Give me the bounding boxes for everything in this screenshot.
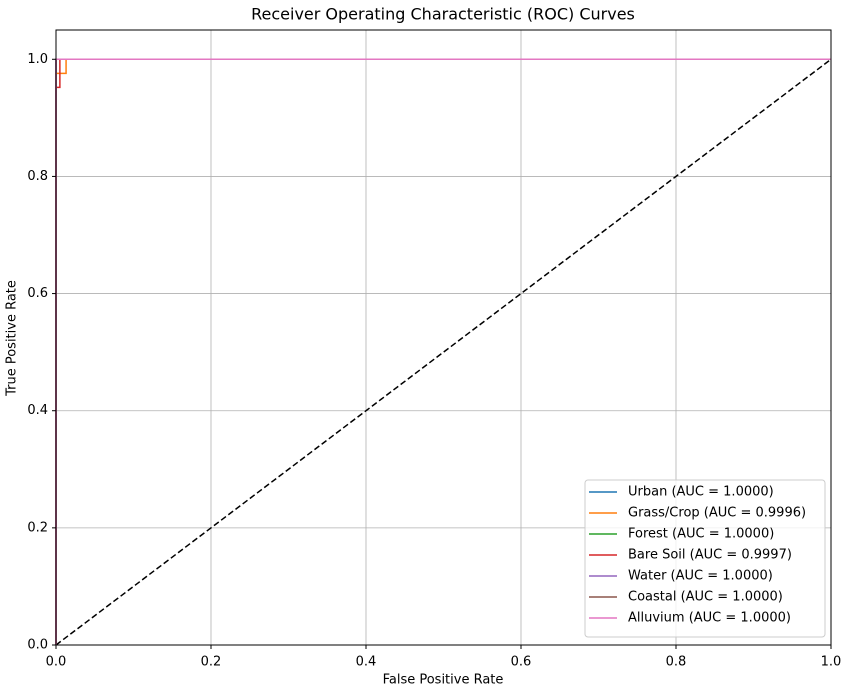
y-tick-label: 0.6 bbox=[27, 286, 48, 301]
y-tick-label: 0.4 bbox=[27, 403, 48, 418]
x-tick-label: 1.0 bbox=[821, 655, 842, 670]
legend: Urban (AUC = 1.0000) Grass/Crop (AUC = 0.… bbox=[584, 479, 826, 638]
y-tick-label: 0.8 bbox=[27, 169, 48, 184]
x-tick-label: 0.8 bbox=[666, 655, 687, 670]
legend-label: Alluvium (AUC = 1.0000) bbox=[628, 611, 791, 626]
x-tick-label: 0.0 bbox=[46, 655, 67, 670]
x-tick-label: 0.4 bbox=[356, 655, 377, 670]
legend-label: Forest (AUC = 1.0000) bbox=[628, 527, 774, 542]
x-tick-label: 0.2 bbox=[201, 655, 222, 670]
x-axis-label: False Positive Rate bbox=[383, 673, 504, 688]
legend-label: Urban (AUC = 1.0000) bbox=[628, 485, 774, 500]
x-tick-label: 0.6 bbox=[511, 655, 532, 670]
y-tick-label: 0.0 bbox=[27, 638, 48, 653]
legend-label: Grass/Crop (AUC = 0.9996) bbox=[628, 506, 806, 521]
axes: 0.0 0.2 0.4 0.6 0.8 1.0 0.0 0.2 0.4 0.6 0.8 1.0 bbox=[27, 52, 841, 670]
chart-title: Receiver Operating Characteristic (ROC) … bbox=[251, 5, 635, 24]
y-tick-label: 1.0 bbox=[27, 52, 48, 67]
legend-label: Bare Soil (AUC = 0.9997) bbox=[628, 548, 792, 563]
plot-frame bbox=[55, 29, 832, 646]
legend-label: Coastal (AUC = 1.0000) bbox=[628, 590, 783, 605]
y-tick-label: 0.2 bbox=[27, 520, 48, 535]
legend-box bbox=[584, 479, 826, 638]
legend-label: Water (AUC = 1.0000) bbox=[628, 569, 773, 584]
y-axis-label: True Positive Rate bbox=[5, 280, 20, 397]
